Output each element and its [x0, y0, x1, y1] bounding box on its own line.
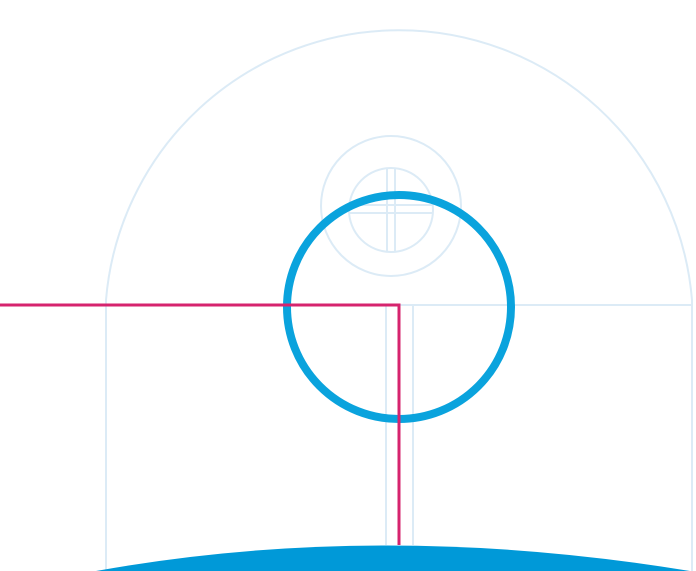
- outer-arch-guide: [105, 29, 693, 571]
- inner-target-circle: [348, 167, 434, 253]
- marker-line: [0, 303, 401, 545]
- outer-target-circle: [320, 135, 462, 277]
- base-shape: [96, 545, 690, 571]
